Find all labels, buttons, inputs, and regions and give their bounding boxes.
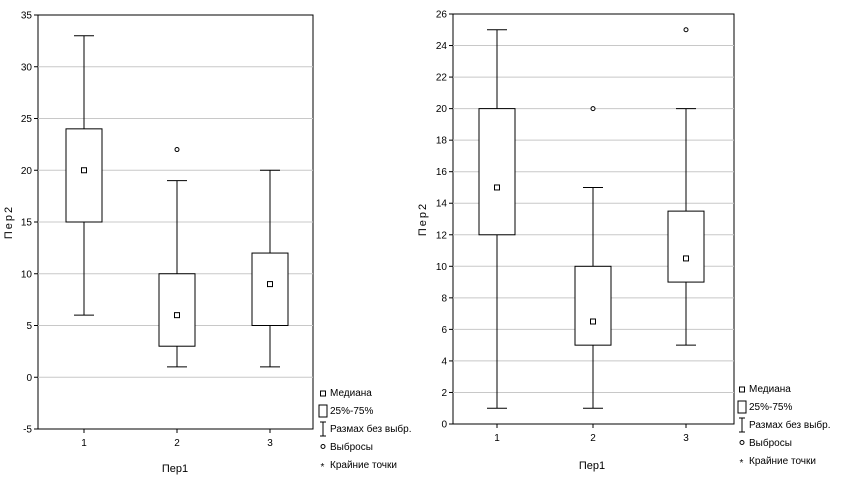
x-tick-label: 3	[267, 438, 273, 449]
box-1	[65, 35, 103, 316]
legend-extreme-icon: *	[321, 462, 325, 473]
y-tick-label: 18	[436, 136, 448, 147]
legend-label: Крайние точки	[749, 456, 816, 467]
box-2	[574, 106, 612, 409]
outlier-point	[174, 147, 180, 153]
median-marker	[494, 184, 500, 191]
y-axis-label: Пер2	[417, 202, 429, 236]
outlier-point	[590, 106, 596, 112]
y-tick-label: 16	[436, 167, 448, 178]
y-tick-label: -5	[23, 425, 32, 436]
legend-label: Крайние точки	[330, 460, 397, 471]
legend-label: 25%-75%	[749, 402, 792, 413]
y-tick-label: 14	[436, 199, 448, 210]
legend-outlier-icon	[320, 444, 326, 449]
median-marker	[683, 255, 689, 262]
legend-label: Медиана	[330, 388, 372, 399]
legend-label: Размах без выбр.	[330, 423, 411, 435]
y-tick-label: 24	[436, 41, 448, 52]
x-axis-label: Пер1	[162, 463, 188, 475]
x-tick-label: 2	[174, 438, 180, 449]
legend-outlier-icon	[739, 440, 745, 445]
y-tick-label: 25	[21, 114, 33, 125]
legend-median-icon	[739, 386, 745, 393]
median-marker	[267, 281, 273, 288]
x-tick-label: 3	[683, 433, 689, 444]
legend: Медиана 25%-75% Размах без выбр. Выбросы * Кр…	[318, 388, 411, 473]
y-tick-label: 20	[436, 104, 448, 115]
median-marker	[590, 318, 596, 325]
iqr-box	[574, 265, 612, 346]
legend-label: Выбросы	[330, 441, 373, 453]
y-tick-label: 22	[436, 73, 448, 84]
chart-1: -5 0 5 10 15 20 25 30 35 1 2 3 Пер1 Пер2 Медиана 25%-75…	[3, 11, 411, 476]
y-tick-label: 10	[436, 262, 448, 273]
y-tick-label: 4	[441, 356, 447, 367]
y-tick-label: 2	[441, 388, 447, 399]
y-axis-label: Пер2	[3, 205, 15, 239]
legend-iqr-icon	[318, 404, 328, 418]
legend-label: Размах без выбр.	[749, 419, 830, 431]
iqr-box	[478, 108, 516, 236]
y-tick-label: 0	[26, 373, 32, 384]
y-tick-label: 26	[436, 10, 448, 21]
x-tick-label: 1	[494, 433, 500, 444]
box-3	[667, 27, 705, 346]
median-marker	[174, 312, 180, 319]
box-1	[478, 29, 516, 409]
legend-median-icon	[320, 390, 326, 397]
y-tick-label: 12	[436, 230, 448, 241]
legend: Медиана 25%-75% Размах без выбр. Выбросы * Кр…	[737, 384, 830, 469]
iqr-box	[158, 273, 196, 347]
legend-label: Медиана	[749, 384, 791, 395]
outlier-point	[683, 27, 689, 33]
iqr-box	[65, 128, 103, 223]
y-tick-label: 5	[26, 321, 32, 332]
median-marker	[81, 167, 87, 174]
y-tick-label: 10	[21, 269, 33, 280]
y-tick-label: 8	[441, 293, 447, 304]
legend-iqr-icon	[737, 400, 747, 414]
x-axis-label: Пер1	[579, 460, 605, 472]
x-tick-label: 2	[590, 433, 596, 444]
y-tick-label: 0	[441, 420, 447, 431]
y-tick-label: 30	[21, 62, 33, 73]
y-tick-label: 15	[21, 218, 33, 229]
y-tick-label: 6	[441, 325, 447, 336]
x-tick-label: 1	[81, 438, 87, 449]
y-tick-label: 35	[21, 11, 33, 22]
iqr-box	[251, 252, 289, 326]
legend-label: 25%-75%	[330, 406, 373, 417]
box-3	[251, 169, 289, 368]
y-tick-label: 20	[21, 166, 33, 177]
legend-label: Выбросы	[749, 437, 792, 449]
iqr-box	[667, 210, 705, 283]
legend-extreme-icon: *	[740, 458, 744, 469]
box-2	[158, 147, 196, 368]
